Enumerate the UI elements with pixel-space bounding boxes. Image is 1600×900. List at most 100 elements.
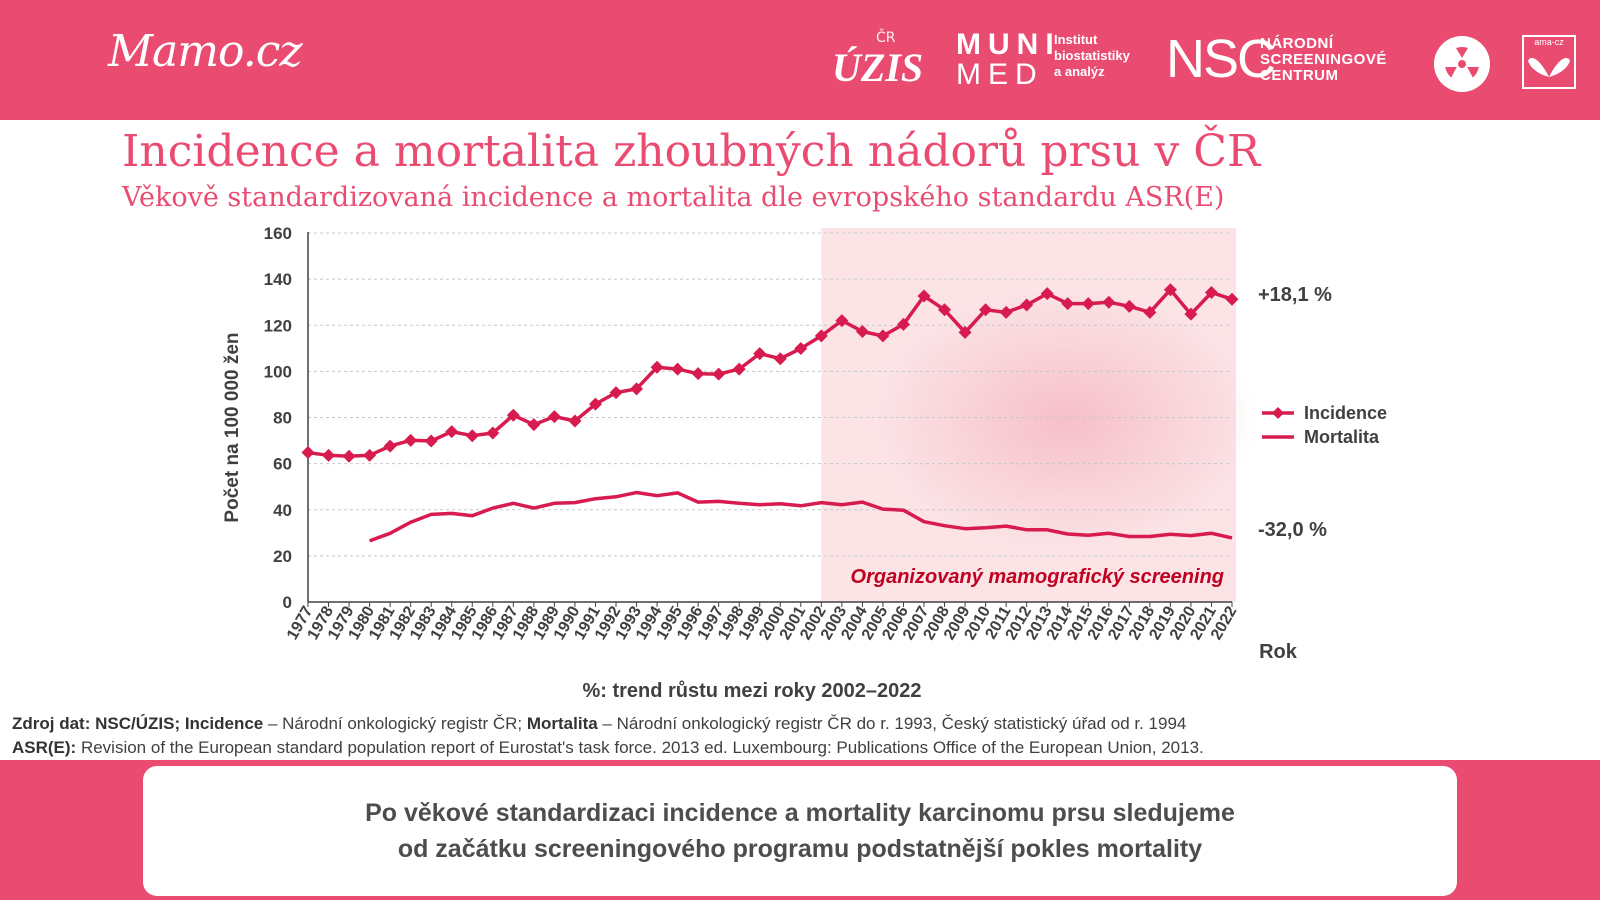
incidence-point [383,439,397,453]
incidence-point [301,446,315,460]
trend-note: %: trend růstu mezi roky 2002–2022 [582,680,921,702]
incidence-point [773,352,787,366]
y-tick-label: 40 [273,501,292,520]
incidence-point [1225,292,1239,306]
source-mortality-text: – Národní onkologický registr ČR do r. 1… [597,714,1187,733]
asr-label: ASR(E): [12,738,77,757]
incidence-point [855,324,869,338]
source-label: Zdroj dat: NSC/ÚZIS; [12,714,185,733]
incidence-point [527,418,541,432]
mortality-trend-label: -32,0 % [1258,519,1327,541]
mamo-logo[interactable]: Mamo.cz [108,26,303,77]
institut-logo-text: Institut biostatistiky a analýz [1054,32,1130,80]
series-line-mortalita [368,490,1233,543]
y-tick-label: 80 [273,409,292,428]
legend-mortality-label: Mortalita [1304,427,1380,447]
screening-label: Organizovaný mamografický screening [851,566,1224,588]
chart-title: Incidence a mortalita zhoubných nádorů p… [122,126,1261,177]
incidence-point [424,434,438,448]
header-bar: Mamo.cz ÚZIS ČR MUNI MED Institut biosta… [0,0,1600,120]
incidence-point [917,289,931,303]
incidence-point [506,408,520,422]
incidence-point [1020,298,1034,312]
incidence-point [1204,286,1218,300]
screening-band-glow [876,290,1257,550]
asr-text: Revision of the European standard popula… [76,738,1204,757]
y-tick-label: 0 [283,593,292,612]
incidence-point [1102,295,1116,309]
incidence-point [1143,305,1157,319]
incidence-point [999,305,1013,319]
incidence-point [404,433,418,447]
y-axis-title: Počet na 100 000 žen [222,332,243,522]
incidence-point [650,360,664,374]
incidence-point [835,314,849,328]
incidence-point [609,386,623,400]
callout-line-1: Po věkové standardizaci incidence a mort… [365,799,1235,827]
legend-incidence-marker [1272,407,1284,419]
incidence-point [630,382,644,396]
chart-subtitle: Věkově standardizovaná incidence a morta… [122,182,1225,213]
incidence-point [1184,307,1198,321]
source-line-2: ASR(E): Revision of the European standar… [12,736,1592,760]
incidence-point [342,449,356,463]
y-tick-label: 60 [273,455,292,474]
incidence-point [691,367,705,381]
x-axis-title: Rok [1259,641,1298,663]
wings-icon [1528,58,1570,77]
data-source: Zdroj dat: NSC/ÚZIS; Incidence – Národní… [12,712,1592,760]
source-line-1: Zdroj dat: NSC/ÚZIS; Incidence – Národní… [12,712,1592,736]
y-tick-label: 160 [264,224,292,243]
incidence-point [896,317,910,331]
nsc-line-1: NÁRODNÍ [1260,35,1334,52]
nsc-line-3: CENTRUM [1260,67,1339,84]
incidence-point [1122,299,1136,313]
muni-text: MUNI [956,28,1061,61]
series-line-incidence [307,287,1233,458]
ama-logo[interactable]: ama-cz [1522,35,1576,89]
institut-line-3: a analýz [1054,64,1105,79]
radiation-icon [1445,46,1479,78]
institut-line-2: biostatistiky [1054,48,1130,63]
incidence-point [486,426,500,440]
incidence-point [568,414,582,428]
incidence-point [958,325,972,339]
legend-incidence-label: Incidence [1304,403,1387,423]
incidence-point [1081,297,1095,311]
incidence-point [588,397,602,411]
incidence-point [445,425,459,439]
incidence-point [465,429,479,443]
source-incidence-text: – Národní onkologický registr ČR; [263,714,527,733]
conclusion-callout: Po věkové standardizaci incidence a mort… [143,766,1457,896]
incidence-point [1040,287,1054,301]
incidence-point [547,410,561,424]
uzis-logo-sub: ČR [876,30,896,46]
incidence-point [712,367,726,381]
source-incidence-label: Incidence [184,714,264,733]
nsc-logo-text: NÁRODNÍ SCREENINGOVÉ CENTRUM [1260,36,1387,84]
radiology-society-logo[interactable] [1434,36,1490,92]
incidence-trend-label: +18,1 % [1258,284,1332,306]
nsc-line-2: SCREENINGOVÉ [1260,51,1387,68]
callout-line-2: od začátku screeningového programu podst… [397,835,1203,863]
incidence-point [938,303,952,317]
incidence-point [732,362,746,376]
incidence-point [814,329,828,343]
nsc-logo[interactable]: NSC [1166,29,1276,89]
incidence-point [1163,283,1177,297]
muni-med-logo[interactable]: MUNI MED [956,30,1061,90]
y-tick-label: 100 [264,362,292,381]
incidence-point [671,362,685,376]
source-mortality-label: Mortalita [526,714,598,733]
incidence-point [363,448,377,462]
incidence-point [876,329,890,343]
y-tick-label: 20 [273,547,292,566]
incidence-point [979,303,993,317]
incidence-point [322,448,336,462]
incidence-point [794,342,808,356]
incidence-point [753,347,767,361]
y-tick-label: 140 [264,270,292,289]
med-text: MED [956,58,1044,91]
uzis-logo[interactable]: ÚZIS [832,45,924,90]
